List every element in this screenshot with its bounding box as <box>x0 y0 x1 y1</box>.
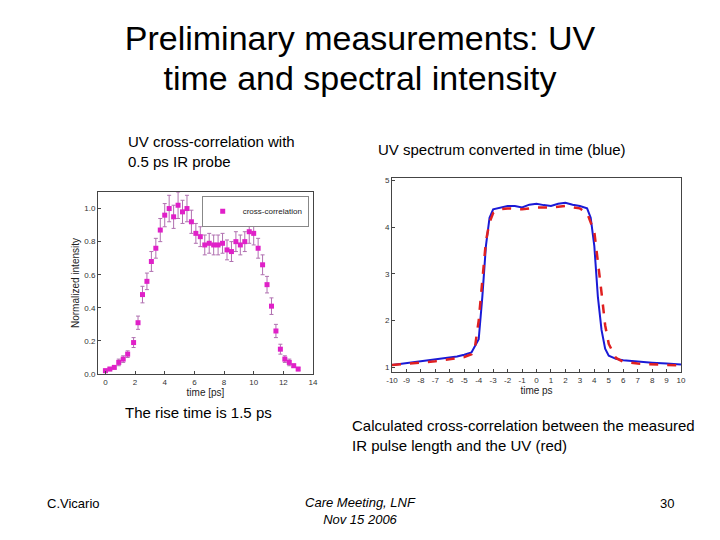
html-text:0.5 ps IR probe: 0.5 ps IR probe <box>128 153 231 170</box>
html-text:UV spectrum converted in time: UV spectrum converted in time (blue) <box>378 141 626 158</box>
svg-text:5: 5 <box>607 376 612 385</box>
svg-text:10: 10 <box>677 376 686 385</box>
html-text:time and spectral intensity: time and spectral intensity <box>163 59 557 97</box>
svg-text:time [ps]: time [ps] <box>187 387 225 398</box>
svg-text:Normalized intensity: Normalized intensity <box>70 238 81 328</box>
html-text:The rise time is 1.5 ps: The rise time is 1.5 ps <box>125 404 272 421</box>
svg-text:0.2: 0.2 <box>84 337 96 346</box>
svg-text:-10: -10 <box>386 376 398 385</box>
svg-text:6: 6 <box>192 378 197 387</box>
svg-text:0.8: 0.8 <box>84 237 96 246</box>
svg-text:-6: -6 <box>446 376 454 385</box>
svg-text:4: 4 <box>385 223 390 232</box>
html-text:Nov 15 2006: Nov 15 2006 <box>323 512 397 527</box>
svg-text:0.4: 0.4 <box>84 304 96 313</box>
svg-text:cross-correlation: cross-correlation <box>243 207 302 216</box>
svg-text:-1: -1 <box>518 376 526 385</box>
svg-text:8: 8 <box>222 378 227 387</box>
svg-text:-3: -3 <box>490 376 498 385</box>
html-text:30: 30 <box>660 496 675 511</box>
svg-text:12: 12 <box>279 378 288 387</box>
svg-text:1: 1 <box>549 376 554 385</box>
svg-text:0: 0 <box>103 378 108 387</box>
svg-text:6: 6 <box>621 376 626 385</box>
svg-text:-7: -7 <box>432 376 440 385</box>
svg-text:1.0: 1.0 <box>84 204 96 213</box>
svg-text:9: 9 <box>664 376 669 385</box>
svg-text:-4: -4 <box>475 376 483 385</box>
svg-text:-8: -8 <box>417 376 425 385</box>
svg-text:-2: -2 <box>504 376 512 385</box>
svg-text:5: 5 <box>385 176 390 185</box>
svg-text:3: 3 <box>578 376 583 385</box>
svg-text:-9: -9 <box>403 376 411 385</box>
svg-text:2: 2 <box>563 376 568 385</box>
svg-text:1: 1 <box>385 363 390 372</box>
html-text:Calculated cross-correlation b: Calculated cross-correlation between the… <box>352 417 695 454</box>
svg-text:4: 4 <box>592 376 597 385</box>
svg-text:0: 0 <box>534 376 539 385</box>
html-text:UV cross-correlation with: UV cross-correlation with <box>128 133 295 150</box>
svg-text:14: 14 <box>309 378 318 387</box>
svg-text:7: 7 <box>635 376 640 385</box>
svg-text:time ps: time ps <box>520 385 552 396</box>
svg-text:4: 4 <box>162 378 167 387</box>
html-text:Preliminary measurements: UV: Preliminary measurements: UV <box>124 19 596 57</box>
svg-text:2: 2 <box>385 316 390 325</box>
svg-text:0.0: 0.0 <box>84 370 96 379</box>
svg-text:8: 8 <box>650 376 655 385</box>
svg-text:10: 10 <box>249 378 258 387</box>
svg-text:-5: -5 <box>461 376 469 385</box>
svg-text:2: 2 <box>133 378 138 387</box>
html-text:Care Meeting, LNF: Care Meeting, LNF <box>305 495 415 510</box>
html-text:C.Vicario: C.Vicario <box>47 496 100 511</box>
svg-text:3: 3 <box>385 270 390 279</box>
svg-text:0.6: 0.6 <box>84 271 96 280</box>
